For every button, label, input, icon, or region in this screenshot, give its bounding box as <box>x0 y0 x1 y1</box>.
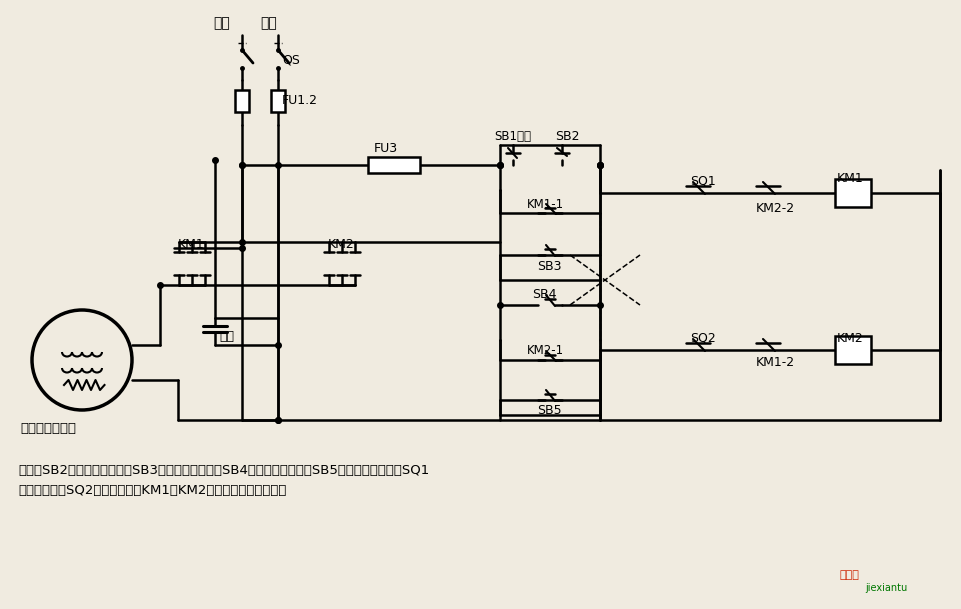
Bar <box>234 90 249 112</box>
Text: KM1: KM1 <box>178 238 205 250</box>
Text: KM1-2: KM1-2 <box>755 356 795 370</box>
Bar <box>834 179 870 207</box>
Text: SB5: SB5 <box>536 404 561 417</box>
Text: 单相电容电动机: 单相电容电动机 <box>20 421 76 434</box>
Bar <box>271 90 284 112</box>
Text: FU3: FU3 <box>374 141 398 155</box>
Text: 说明：SB2为上升启动按钮，SB3为上升点动按钮，SB4为下降启动按钮，SB5为下降点动按钮；SQ1: 说明：SB2为上升启动按钮，SB3为上升点动按钮，SB4为下降启动按钮，SB5为… <box>18 463 429 476</box>
Text: KM2-1: KM2-1 <box>527 345 563 357</box>
Text: SQ1: SQ1 <box>689 175 715 188</box>
Text: KM2-2: KM2-2 <box>755 202 795 214</box>
Text: KM2: KM2 <box>328 238 355 250</box>
Bar <box>834 336 870 364</box>
Bar <box>368 157 420 173</box>
Text: jiexiantu: jiexiantu <box>864 583 906 593</box>
Text: SB2: SB2 <box>554 130 579 143</box>
Text: FU1.2: FU1.2 <box>282 94 318 108</box>
Text: SB1停止: SB1停止 <box>494 130 530 143</box>
Text: KM1: KM1 <box>836 172 863 185</box>
Text: KM1-1: KM1-1 <box>527 197 563 211</box>
Text: 为最高限位，SQ2为最低限位。KM1、KM2可用中间继电器代替。: 为最高限位，SQ2为最低限位。KM1、KM2可用中间继电器代替。 <box>18 484 286 496</box>
Text: SQ2: SQ2 <box>689 331 715 345</box>
Text: SB3: SB3 <box>536 259 561 272</box>
Text: SB4: SB4 <box>531 289 555 301</box>
Text: 零线: 零线 <box>259 16 277 30</box>
Text: 接线图: 接线图 <box>839 570 859 580</box>
Text: 电容: 电容 <box>219 329 234 342</box>
Text: QS: QS <box>282 54 300 66</box>
Text: KM2: KM2 <box>836 331 863 345</box>
Text: 火线: 火线 <box>212 16 230 30</box>
